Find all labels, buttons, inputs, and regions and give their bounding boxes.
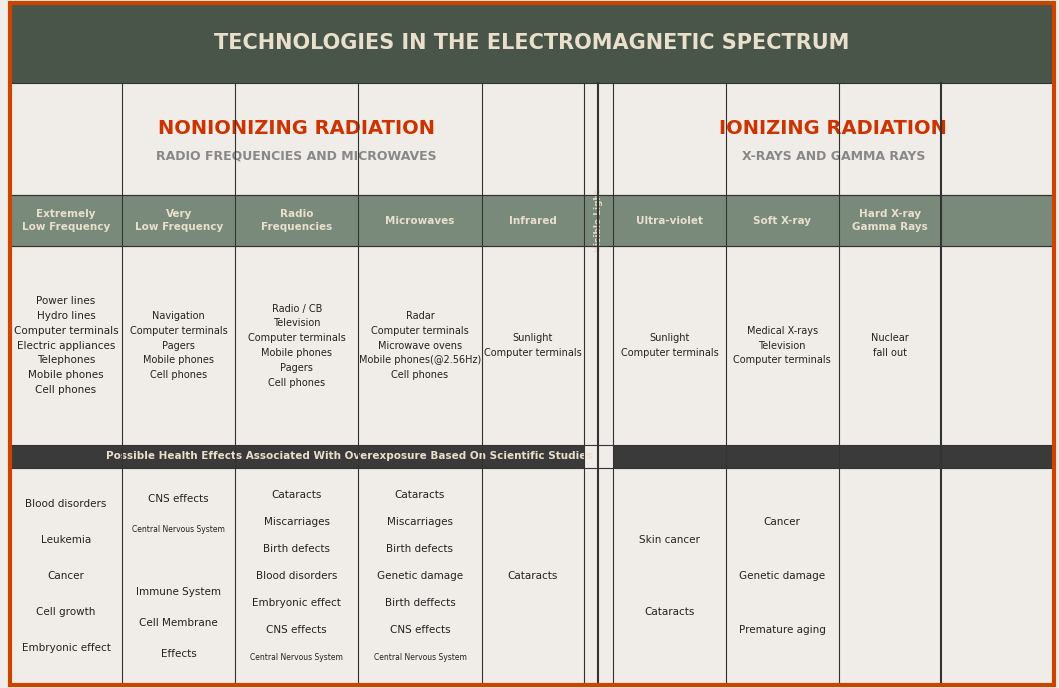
Text: Genetic damage: Genetic damage: [377, 571, 463, 581]
Text: Cataracts: Cataracts: [507, 571, 558, 581]
Text: Sunlight
Computer terminals: Sunlight Computer terminals: [484, 333, 581, 358]
Text: Leukemia: Leukemia: [41, 535, 91, 545]
Text: Cell Membrane: Cell Membrane: [140, 618, 218, 627]
Text: Possible Health Effects Associated With Overexposure Based On Scientific Studies: Possible Health Effects Associated With …: [106, 451, 593, 462]
Text: Extremely
Low Frequency: Extremely Low Frequency: [22, 209, 110, 233]
Text: Birth defects: Birth defects: [387, 544, 453, 554]
Text: Medical X-rays
Television
Computer terminals: Medical X-rays Television Computer termi…: [734, 326, 831, 365]
Text: Blood disorders: Blood disorders: [25, 499, 107, 509]
Text: IONIZING RADIATION: IONIZING RADIATION: [719, 119, 948, 138]
Text: X-RAYS AND GAMMA RAYS: X-RAYS AND GAMMA RAYS: [741, 149, 926, 162]
Text: Birth deffects: Birth deffects: [384, 599, 455, 608]
Text: Premature aging: Premature aging: [739, 625, 826, 636]
Text: Cancer: Cancer: [764, 517, 801, 527]
Text: Skin cancer: Skin cancer: [639, 535, 700, 545]
Text: CNS effects: CNS effects: [148, 494, 209, 504]
Text: Radio
Frequencies: Radio Frequencies: [262, 209, 333, 233]
Text: Central Nervous System: Central Nervous System: [374, 653, 466, 662]
Text: Radio / CB
Television
Computer terminals
Mobile phones
Pagers
Cell phones: Radio / CB Television Computer terminals…: [248, 303, 345, 387]
Text: Visible Light: Visible Light: [594, 189, 603, 252]
FancyBboxPatch shape: [10, 3, 1054, 83]
Text: Nuclear
fall out: Nuclear fall out: [870, 333, 909, 358]
Text: Immune System: Immune System: [137, 587, 221, 596]
FancyBboxPatch shape: [584, 195, 613, 246]
Text: Central Nervous System: Central Nervous System: [250, 653, 343, 662]
Text: Cataracts: Cataracts: [271, 490, 322, 500]
Text: Microwaves: Microwaves: [385, 216, 454, 226]
Text: Central Nervous System: Central Nervous System: [132, 525, 226, 535]
Text: Genetic damage: Genetic damage: [739, 571, 825, 581]
Text: RADIO FREQUENCIES AND MICROWAVES: RADIO FREQUENCIES AND MICROWAVES: [157, 149, 437, 162]
Text: Miscarriages: Miscarriages: [264, 517, 329, 527]
Text: Cataracts: Cataracts: [395, 490, 445, 500]
Text: Effects: Effects: [161, 649, 197, 658]
Text: Birth defects: Birth defects: [264, 544, 330, 554]
Text: Navigation
Computer terminals
Pagers
Mobile phones
Cell phones: Navigation Computer terminals Pagers Mob…: [130, 311, 228, 380]
Text: Very
Low Frequency: Very Low Frequency: [134, 209, 222, 233]
Text: Embryonic effect: Embryonic effect: [252, 599, 341, 608]
Text: CNS effects: CNS effects: [390, 625, 450, 636]
Text: Infrared: Infrared: [508, 216, 557, 226]
Text: Cell growth: Cell growth: [36, 608, 95, 617]
Text: Cataracts: Cataracts: [644, 608, 695, 617]
Text: CNS effects: CNS effects: [267, 625, 327, 636]
Text: Cancer: Cancer: [48, 571, 85, 581]
Text: Power lines
Hydro lines
Computer terminals
Electric appliances
Telephones
Mobile: Power lines Hydro lines Computer termina…: [14, 297, 119, 395]
Text: Miscarriages: Miscarriages: [387, 517, 453, 527]
Text: NONIONIZING RADIATION: NONIONIZING RADIATION: [158, 119, 435, 138]
Text: Ultra-violet: Ultra-violet: [636, 216, 703, 226]
Text: Sunlight
Computer terminals: Sunlight Computer terminals: [621, 333, 718, 358]
Text: Soft X-ray: Soft X-ray: [753, 216, 811, 226]
FancyBboxPatch shape: [10, 445, 584, 468]
FancyBboxPatch shape: [10, 195, 584, 246]
FancyBboxPatch shape: [613, 445, 1054, 468]
Text: TECHNOLOGIES IN THE ELECTROMAGNETIC SPECTRUM: TECHNOLOGIES IN THE ELECTROMAGNETIC SPEC…: [214, 33, 849, 53]
Text: Hard X-ray
Gamma Rays: Hard X-ray Gamma Rays: [851, 209, 928, 233]
Text: Embryonic effect: Embryonic effect: [21, 643, 110, 654]
Text: Radar
Computer terminals
Microwave ovens
Mobile phones(@2.56Hz)
Cell phones: Radar Computer terminals Microwave ovens…: [359, 311, 481, 380]
FancyBboxPatch shape: [613, 195, 1054, 246]
Text: Blood disorders: Blood disorders: [256, 571, 338, 581]
FancyBboxPatch shape: [10, 83, 1054, 685]
